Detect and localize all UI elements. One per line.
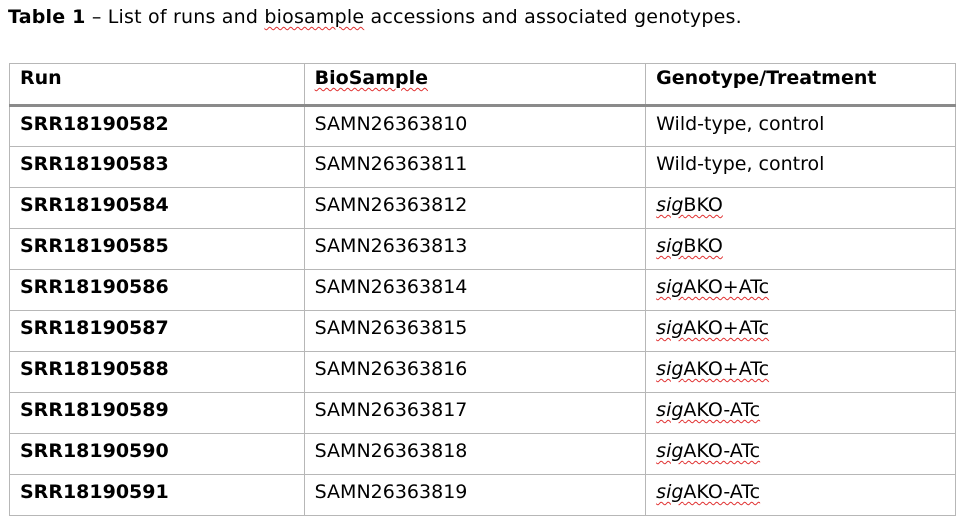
runs-table: Run BioSample Genotype/Treatment SRR1819… xyxy=(9,63,956,516)
genotype-cell: sigAKO+ATc xyxy=(645,351,956,393)
run-cell: SRR18190587 xyxy=(9,310,305,352)
genotype-cell: sigBKO xyxy=(645,187,956,229)
genotype-gene-prefix: sig xyxy=(656,276,684,298)
biosample-cell: SAMN26363810 xyxy=(303,105,647,147)
table-row: SRR18190583 SAMN26363811 Wild-type, contro… xyxy=(9,146,956,188)
genotype-label: Wild-type, control xyxy=(656,113,825,135)
caption-text-before: – List of runs and xyxy=(85,6,265,28)
run-cell: SRR18190586 xyxy=(9,269,305,311)
biosample-cell: SAMN26363812 xyxy=(303,187,647,229)
genotype-spellcheck-text: sigAKO-ATc xyxy=(656,440,760,462)
genotype-cell: sigBKO xyxy=(645,228,956,270)
genotype-label: AKO+ATc xyxy=(683,317,770,339)
genotype-spellcheck-text: sigAKO+ATc xyxy=(656,317,769,339)
table-body: SRR18190582 SAMN26363810 Wild-type, contro… xyxy=(9,105,956,516)
biosample-cell: SAMN26363815 xyxy=(303,310,647,352)
biosample-cell: SAMN26363817 xyxy=(303,392,647,434)
genotype-label: AKO+ATc xyxy=(683,358,770,380)
genotype-spellcheck-text: sigBKO xyxy=(656,235,723,257)
header-biosample-label: BioSample xyxy=(314,67,428,89)
run-cell: SRR18190582 xyxy=(9,105,305,147)
biosample-cell: SAMN26363813 xyxy=(303,228,647,270)
biosample-cell: SAMN26363816 xyxy=(303,351,647,393)
run-cell: SRR18190591 xyxy=(9,474,305,516)
biosample-cell: SAMN26363818 xyxy=(303,433,647,475)
table-row: SRR18190586 SAMN26363814 sigAKO+ATc xyxy=(9,269,956,311)
caption-text-after: accessions and associated genotypes. xyxy=(364,6,742,28)
table-row: SRR18190582 SAMN26363810 Wild-type, contro… xyxy=(9,105,956,147)
table-row: SRR18190590 SAMN26363818 sigAKO-ATc xyxy=(9,433,956,475)
run-cell: SRR18190583 xyxy=(9,146,305,188)
table-row: SRR18190591 SAMN26363819 sigAKO-ATc xyxy=(9,474,956,516)
table-row: SRR18190587 SAMN26363815 sigAKO+ATc xyxy=(9,310,956,352)
genotype-spellcheck-text: sigAKO+ATc xyxy=(656,276,769,298)
genotype-label: AKO-ATc xyxy=(683,481,761,503)
table-row: SRR18190585 SAMN26363813 sigBKO xyxy=(9,228,956,270)
header-run: Run xyxy=(9,63,305,107)
caption-spellcheck-word: biosample xyxy=(264,6,365,28)
run-cell: SRR18190588 xyxy=(9,351,305,393)
genotype-label: AKO-ATc xyxy=(683,440,761,462)
genotype-spellcheck-text: sigBKO xyxy=(656,194,723,216)
genotype-label: BKO xyxy=(683,235,723,257)
header-biosample: BioSample xyxy=(303,63,647,107)
biosample-cell: SAMN26363819 xyxy=(303,474,647,516)
genotype-cell: sigAKO-ATc xyxy=(645,392,956,434)
genotype-gene-prefix: sig xyxy=(656,440,684,462)
table-row: SRR18190588 SAMN26363816 sigAKO+ATc xyxy=(9,351,956,393)
genotype-cell: sigAKO+ATc xyxy=(645,310,956,352)
genotype-gene-prefix: sig xyxy=(656,481,684,503)
genotype-gene-prefix: sig xyxy=(656,358,684,380)
genotype-gene-prefix: sig xyxy=(656,317,684,339)
header-genotype: Genotype/Treatment xyxy=(645,63,956,107)
genotype-cell: sigAKO+ATc xyxy=(645,269,956,311)
run-cell: SRR18190589 xyxy=(9,392,305,434)
table-header: Run BioSample Genotype/Treatment xyxy=(9,63,956,107)
genotype-cell: sigAKO-ATc xyxy=(645,474,956,516)
table-row: SRR18190589 SAMN26363817 sigAKO-ATc xyxy=(9,392,956,434)
genotype-cell: sigAKO-ATc xyxy=(645,433,956,475)
run-cell: SRR18190590 xyxy=(9,433,305,475)
genotype-gene-prefix: sig xyxy=(656,235,684,257)
run-cell: SRR18190584 xyxy=(9,187,305,229)
genotype-cell: Wild-type, control xyxy=(645,146,956,188)
table-row: SRR18190584 SAMN26363812 sigBKO xyxy=(9,187,956,229)
run-cell: SRR18190585 xyxy=(9,228,305,270)
genotype-label: BKO xyxy=(683,194,723,216)
genotype-label: Wild-type, control xyxy=(656,153,825,175)
biosample-cell: SAMN26363811 xyxy=(303,146,647,188)
genotype-gene-prefix: sig xyxy=(656,194,684,216)
biosample-cell: SAMN26363814 xyxy=(303,269,647,311)
genotype-spellcheck-text: sigAKO-ATc xyxy=(656,481,760,503)
caption-label: Table 1 xyxy=(8,6,86,28)
header-row: Run BioSample Genotype/Treatment xyxy=(9,63,956,107)
genotype-spellcheck-text: sigAKO-ATc xyxy=(656,399,760,421)
genotype-gene-prefix: sig xyxy=(656,399,684,421)
genotype-spellcheck-text: sigAKO+ATc xyxy=(656,358,769,380)
table-caption: Table 1 – List of runs and biosample acc… xyxy=(8,6,742,28)
genotype-label: AKO-ATc xyxy=(683,399,761,421)
genotype-cell: Wild-type, control xyxy=(645,105,956,147)
genotype-label: AKO+ATc xyxy=(683,276,770,298)
